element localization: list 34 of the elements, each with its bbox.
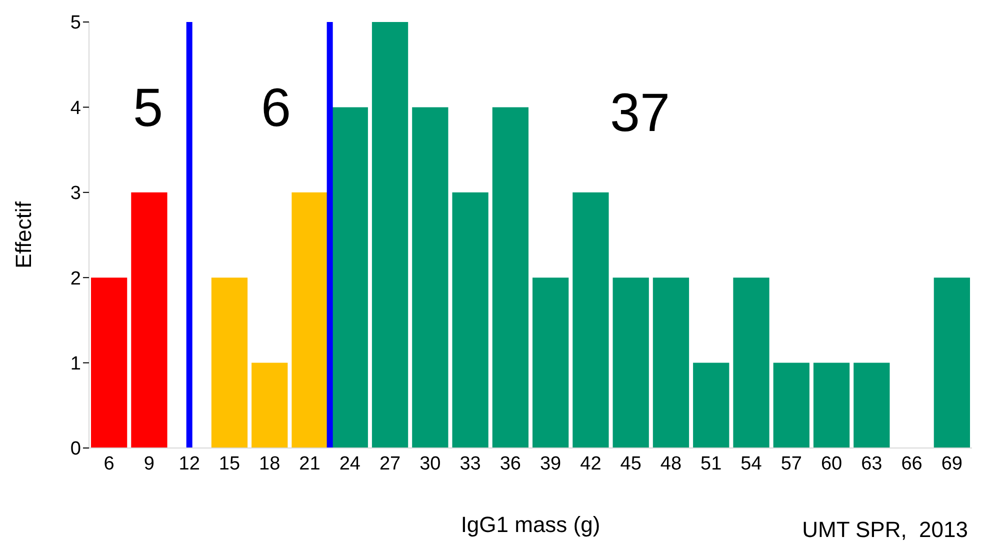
- x-tick-label: 30: [420, 453, 441, 474]
- x-tick-label: 21: [299, 453, 320, 474]
- x-tick-label: 51: [700, 453, 722, 474]
- y-tick-label: 0: [70, 438, 81, 460]
- x-tick-label: 36: [500, 453, 521, 474]
- x-tick-label: 6: [104, 453, 114, 474]
- y-tick-label: 4: [70, 98, 82, 119]
- x-tick-label: 48: [660, 453, 682, 474]
- x-tick-label: 63: [861, 453, 882, 474]
- annotation: 5: [132, 78, 164, 138]
- annotation: 37: [610, 83, 670, 143]
- x-tick-label: 54: [740, 453, 762, 474]
- annotation: 6: [260, 78, 292, 138]
- y-tick-label: 1: [70, 354, 81, 375]
- y-tick-label: 3: [70, 183, 81, 204]
- x-tick-label: 42: [580, 453, 602, 474]
- x-axis-title: IgG1 mass (g): [460, 512, 600, 537]
- x-tick-label: 24: [339, 453, 361, 474]
- x-tick-label: 18: [259, 453, 280, 474]
- y-tick-label: 5: [70, 12, 81, 34]
- x-tick-label: 15: [218, 453, 240, 474]
- y-tick-label: 2: [70, 268, 81, 290]
- y-axis-title: Effectif: [10, 200, 36, 268]
- x-tick-label: 33: [460, 453, 481, 474]
- x-tick-label: 60: [820, 453, 842, 474]
- x-tick-label: 45: [620, 453, 642, 474]
- x-tick-label: 57: [780, 453, 802, 474]
- x-tick-label: 69: [941, 453, 962, 474]
- x-tick-label: 39: [540, 453, 562, 474]
- x-tick-label: 9: [144, 453, 154, 474]
- x-tick-label: 12: [178, 453, 200, 474]
- text: UMT SPR, 2013: [802, 516, 968, 544]
- x-tick-label: 27: [379, 453, 401, 474]
- x-tick-label: 66: [901, 453, 922, 474]
